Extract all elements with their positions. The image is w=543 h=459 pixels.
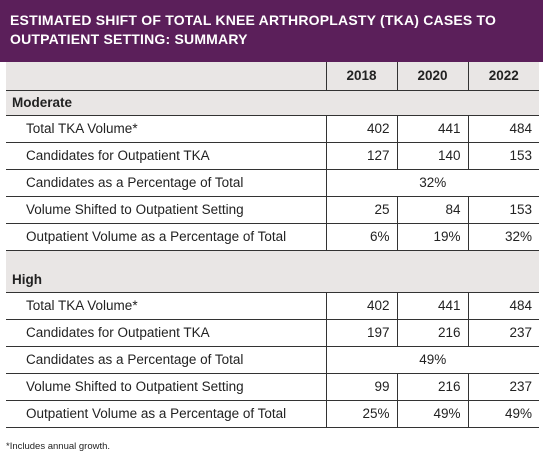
cell-value: 153: [467, 142, 539, 170]
cell-value-spanning: 49%: [325, 346, 539, 374]
row-label: Candidates for Outpatient TKA: [6, 319, 326, 347]
cell-value: 237: [467, 319, 539, 347]
cell-value: 237: [467, 373, 539, 401]
cell-value: 49%: [467, 400, 539, 428]
table-row: Outpatient Volume as a Percentage of Tot…: [6, 400, 539, 428]
section-header-high: High: [6, 267, 539, 293]
row-label: Outpatient Volume as a Percentage of Tot…: [6, 400, 326, 428]
summary-table: 2018 2020 2022 Moderate Total TKA Volume…: [6, 62, 539, 428]
cell-value: 25%: [325, 400, 397, 428]
table-row: Candidates for Outpatient TKA 197 216 23…: [6, 319, 539, 347]
cell-value: 6%: [325, 223, 397, 251]
cell-value: 216: [396, 319, 468, 347]
cell-value: 484: [467, 292, 539, 320]
row-label: Total TKA Volume*: [6, 115, 326, 143]
table-row: Volume Shifted to Outpatient Setting 25 …: [6, 196, 539, 224]
footnote: *Includes annual growth.: [6, 441, 111, 452]
cell-value: 49%: [396, 400, 468, 428]
cell-value: 441: [396, 115, 468, 143]
table-row: Total TKA Volume* 402 441 484: [6, 115, 539, 143]
column-header-2022: 2022: [467, 62, 539, 91]
cell-value: 216: [396, 373, 468, 401]
cell-value: 127: [325, 142, 397, 170]
table-row: Candidates as a Percentage of Total 49%: [6, 346, 539, 374]
table-row: Outpatient Volume as a Percentage of Tot…: [6, 223, 539, 251]
row-label: Total TKA Volume*: [6, 292, 326, 320]
cell-value: 19%: [396, 223, 468, 251]
cell-value: 197: [325, 319, 397, 347]
column-header-2020: 2020: [396, 62, 468, 91]
title-line-1: ESTIMATED SHIFT OF TOTAL KNEE ARTHROPLAS…: [10, 12, 497, 28]
cell-value: 484: [467, 115, 539, 143]
column-header-row: 2018 2020 2022: [6, 62, 539, 91]
cell-value: 25: [325, 196, 397, 224]
section-header-moderate: Moderate: [6, 90, 539, 116]
cell-value: 402: [325, 292, 397, 320]
table-row: Total TKA Volume* 402 441 484: [6, 292, 539, 320]
cell-value: 32%: [467, 223, 539, 251]
cell-value: 153: [467, 196, 539, 224]
row-label: Volume Shifted to Outpatient Setting: [6, 196, 326, 224]
row-label: Candidates for Outpatient TKA: [6, 142, 326, 170]
row-label: Volume Shifted to Outpatient Setting: [6, 373, 326, 401]
table-title: ESTIMATED SHIFT OF TOTAL KNEE ARTHROPLAS…: [0, 0, 543, 62]
row-label: Candidates as a Percentage of Total: [6, 346, 326, 374]
cell-value: 441: [396, 292, 468, 320]
row-label: Candidates as a Percentage of Total: [6, 169, 326, 197]
table-row: Candidates for Outpatient TKA 127 140 15…: [6, 142, 539, 170]
table-row: Candidates as a Percentage of Total 32%: [6, 169, 539, 197]
section-heading: High: [6, 267, 539, 293]
cell-value: 140: [396, 142, 468, 170]
section-spacer: [6, 249, 539, 267]
section-heading: Moderate: [6, 90, 539, 116]
cell-value: 402: [325, 115, 397, 143]
cell-value-spanning: 32%: [325, 169, 539, 197]
title-line-2: OUTPATIENT SETTING: SUMMARY: [10, 31, 248, 47]
cell-value: 99: [325, 373, 397, 401]
column-header-blank: [6, 62, 326, 91]
table-row: Volume Shifted to Outpatient Setting 99 …: [6, 373, 539, 401]
row-label: Outpatient Volume as a Percentage of Tot…: [6, 223, 326, 251]
cell-value: 84: [396, 196, 468, 224]
column-header-2018: 2018: [325, 62, 397, 91]
